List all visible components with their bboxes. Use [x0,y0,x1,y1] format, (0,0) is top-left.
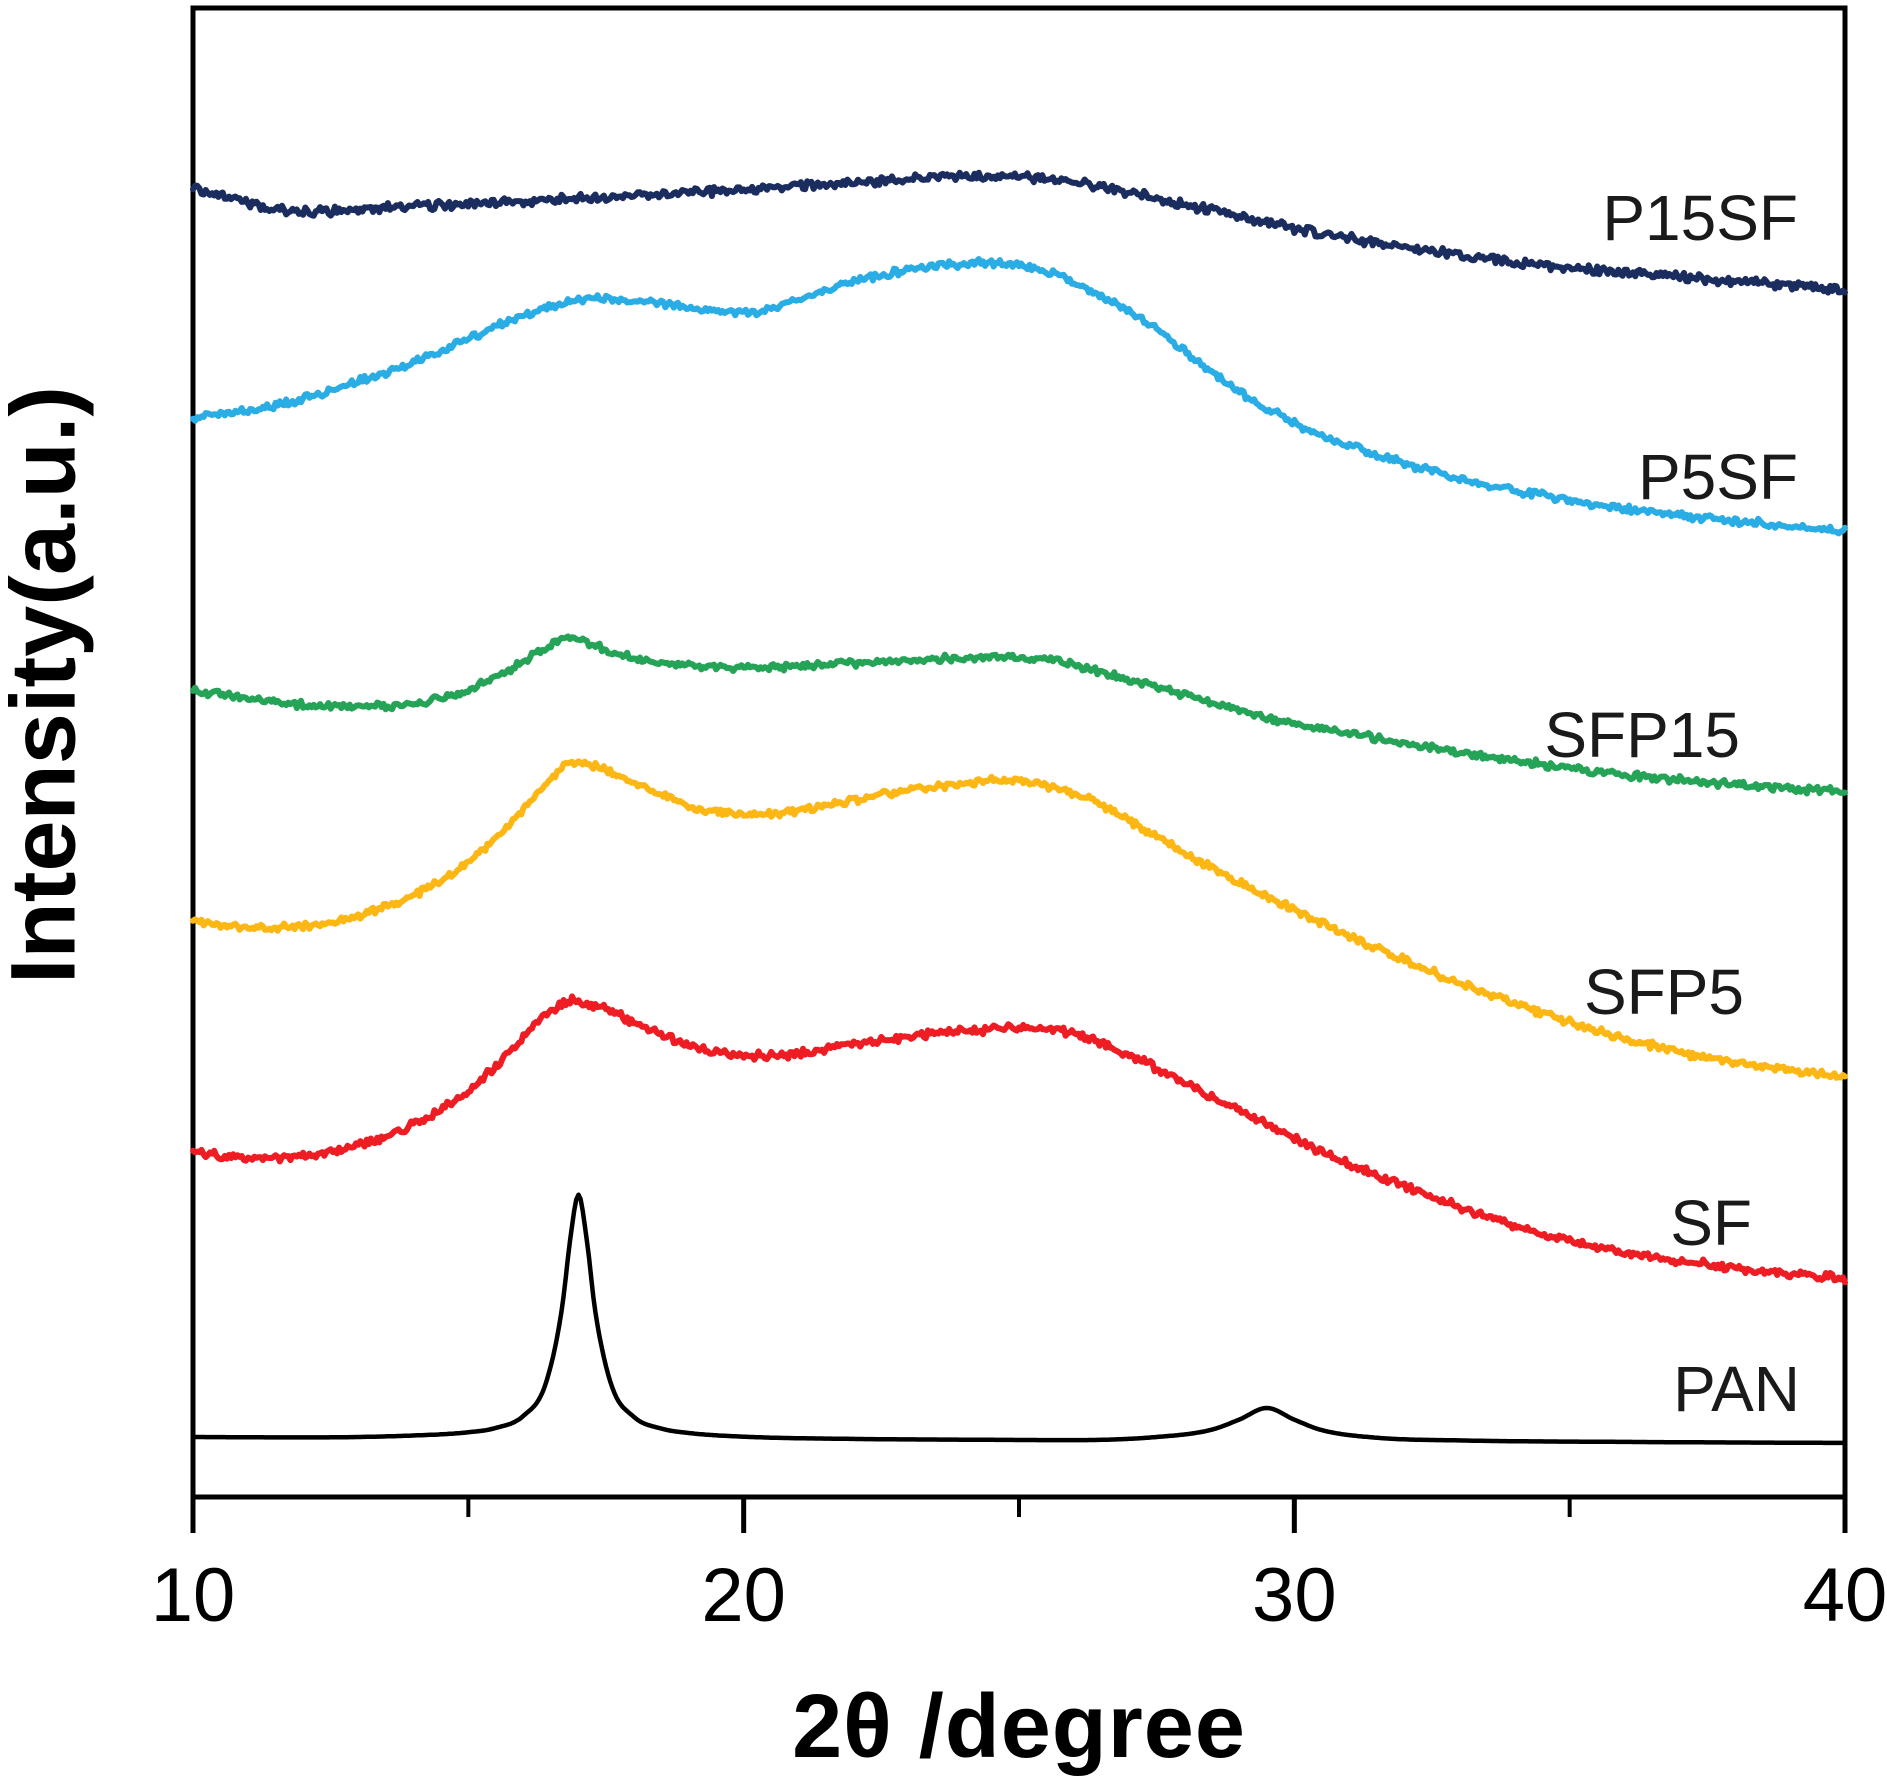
y-axis-title: Intensity(a.u.) [0,385,95,985]
series-label-sf: SF [1670,1187,1752,1259]
curve-sfp15 [190,633,1848,797]
x-tick-label-20: 20 [701,1553,786,1638]
x-tick-label-40: 40 [1802,1553,1887,1638]
series-label-sfp15: SFP15 [1544,699,1740,771]
curve-sf [190,993,1848,1286]
series-label-sfp5: SFP5 [1583,956,1744,1028]
curve-p15sf [190,169,1848,296]
curve-p5sf [190,256,1848,537]
curve-pan [190,1192,1848,1446]
series-label-pan: PAN [1673,1353,1800,1425]
series-label-p15sf: P15SF [1602,182,1798,254]
x-tick-label-30: 30 [1252,1553,1337,1638]
curve-sfp5 [190,758,1848,1081]
series-label-p5sf: P5SF [1637,441,1798,513]
x-tick-label-10: 10 [150,1553,236,1638]
x-axis-title: 2θ /degree [792,1677,1246,1777]
